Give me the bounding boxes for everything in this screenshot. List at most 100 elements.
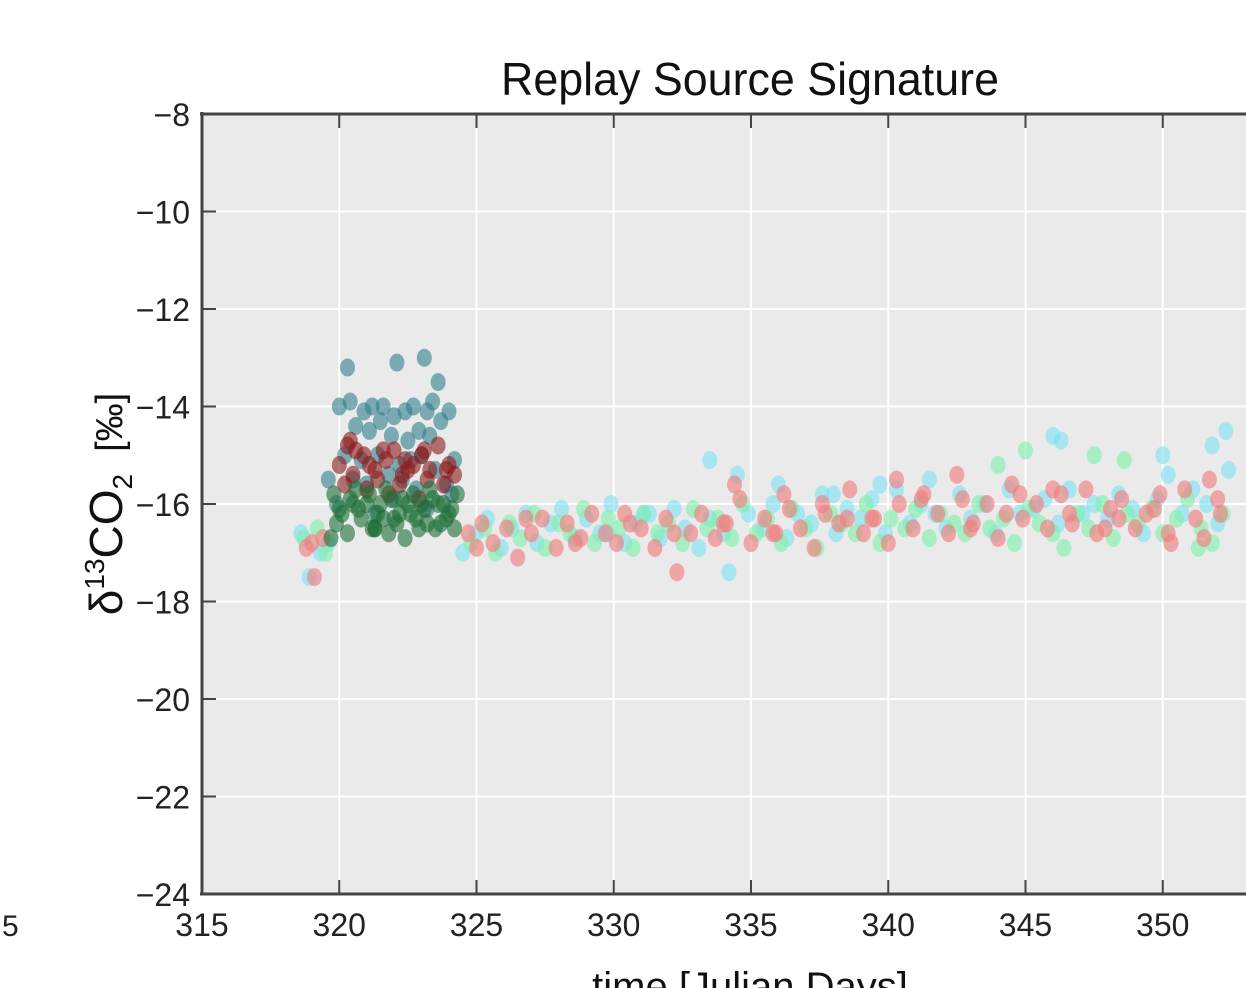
data-point (403, 504, 419, 523)
data-point (389, 353, 405, 372)
y-tick-label: −18 (136, 585, 190, 621)
data-point (636, 504, 652, 523)
data-point (1177, 480, 1193, 499)
data-point (625, 538, 641, 557)
data-points (293, 348, 1237, 587)
data-point (438, 460, 454, 479)
y-tick-label: −12 (136, 292, 190, 328)
data-point (499, 519, 515, 538)
x-tick-label: 335 (724, 907, 777, 943)
data-point (842, 480, 858, 499)
data-point (1007, 534, 1022, 552)
data-point (1188, 509, 1204, 528)
x-tick-label: 340 (862, 907, 915, 943)
data-point (658, 509, 674, 528)
data-point (1012, 485, 1028, 504)
data-point (372, 412, 388, 431)
data-point (474, 514, 490, 533)
data-point (963, 519, 979, 538)
data-point (584, 504, 600, 523)
data-point (447, 519, 462, 538)
data-point (534, 509, 550, 528)
offpanel-tick-label: 5 (2, 910, 19, 943)
x-tick-label: 315 (175, 907, 228, 943)
data-point (422, 480, 438, 499)
data-point (386, 441, 402, 460)
data-point (400, 431, 416, 450)
data-point (436, 475, 452, 494)
data-point (743, 534, 759, 552)
data-point (323, 529, 339, 548)
data-point (1127, 519, 1143, 538)
y-tick-label: −14 (136, 390, 190, 426)
data-point (567, 534, 583, 552)
data-point (1114, 490, 1130, 509)
data-point (1212, 504, 1228, 523)
data-point (891, 495, 907, 513)
x-tick-labels: 315 320 325 330 335 340 345 350 (175, 907, 1189, 943)
data-point (913, 490, 929, 509)
data-point (430, 373, 446, 392)
data-point (320, 470, 336, 489)
data-point (361, 485, 377, 504)
x-tick-label: 330 (587, 907, 640, 943)
x-tick-label: 345 (999, 907, 1052, 943)
data-point (414, 495, 430, 513)
y-tick-label: −8 (154, 97, 190, 133)
data-point (416, 348, 432, 367)
data-point (998, 504, 1014, 523)
data-point (397, 451, 413, 470)
data-point (905, 519, 921, 538)
data-point (427, 519, 443, 538)
data-point (930, 504, 946, 523)
data-point (331, 499, 347, 518)
data-point (707, 529, 723, 548)
data-point (342, 431, 358, 450)
data-point (633, 519, 649, 538)
data-point (883, 509, 899, 528)
data-point (702, 451, 718, 470)
data-point (694, 504, 710, 523)
data-point (765, 495, 781, 513)
data-point (647, 538, 663, 557)
data-point (340, 524, 355, 543)
data-point (853, 509, 869, 528)
data-point (537, 538, 553, 557)
chart-title: Replay Source Signature (501, 53, 999, 105)
data-point (889, 470, 904, 489)
data-point (361, 456, 377, 474)
series-group (323, 480, 465, 548)
svg-text:δ13CO2[‰]: δ13CO2 [‰] (79, 393, 138, 615)
data-point (361, 421, 377, 440)
tick-marks (201, 113, 1164, 895)
data-point (345, 495, 361, 513)
data-point (348, 417, 364, 435)
data-point (617, 504, 633, 523)
data-point (1155, 446, 1171, 465)
data-point (329, 514, 344, 533)
data-point (364, 397, 380, 416)
data-point (375, 397, 391, 416)
data-point (367, 519, 383, 538)
data-point (433, 412, 449, 431)
data-point (1201, 470, 1217, 489)
data-point (405, 397, 421, 416)
y-label-molecule: CO (80, 489, 132, 558)
data-point (460, 524, 476, 543)
data-point (921, 529, 937, 548)
data-point (781, 499, 797, 518)
data-point (666, 524, 682, 543)
data-point (1204, 436, 1220, 455)
data-point (523, 524, 539, 543)
data-point (304, 534, 320, 552)
y-label-subscript: 2 (107, 474, 138, 490)
data-point (342, 392, 358, 411)
data-point (1196, 529, 1212, 548)
data-point (348, 480, 364, 499)
data-point (721, 563, 737, 582)
data-point (941, 524, 957, 543)
y-tick-labels: −24 −22 −20 −18 −16 −14 −12 −10 −8 (136, 97, 190, 913)
data-point (1147, 499, 1162, 518)
x-tick-label: 325 (450, 907, 503, 943)
